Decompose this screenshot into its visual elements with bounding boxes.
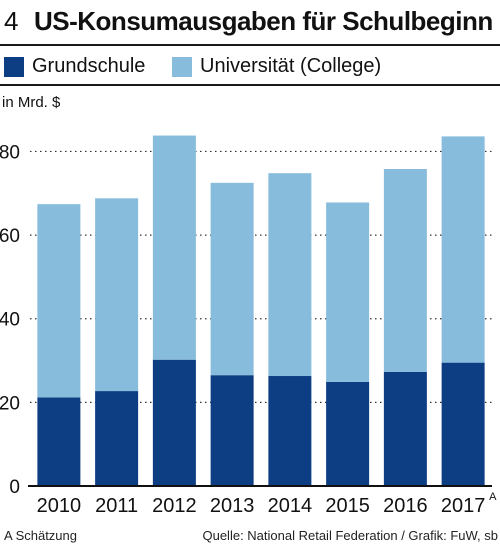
bar-2010-grundschule bbox=[37, 397, 81, 486]
bar-2014-college bbox=[268, 173, 312, 377]
legend-label-college: Universität (College) bbox=[200, 55, 382, 77]
x-tick-label-2017: 2017 bbox=[441, 495, 486, 517]
bar-2012-grundschule bbox=[152, 359, 196, 486]
y-tick-label-20: 20 bbox=[0, 393, 20, 414]
bar-2010-college bbox=[37, 204, 81, 398]
bar-2011-college bbox=[95, 198, 139, 392]
y-tick-label-40: 40 bbox=[0, 310, 20, 331]
bar-2011-grundschule bbox=[95, 391, 139, 486]
x-tick-label-2010: 2010 bbox=[37, 495, 82, 517]
footnote: A Schätzung bbox=[4, 528, 77, 543]
y-axis-unit-label: in Mrd. $ bbox=[2, 94, 61, 111]
bar-2012-college bbox=[152, 135, 196, 360]
source-credit: Quelle: National Retail Federation / Gra… bbox=[202, 528, 498, 543]
bar-2017-grundschule bbox=[441, 362, 485, 486]
x-tick-label-2013: 2013 bbox=[210, 495, 255, 517]
bar-2015-college bbox=[326, 202, 370, 382]
chart-title: US-Konsumausgaben für Schulbeginn bbox=[34, 6, 493, 36]
header-divider bbox=[0, 44, 500, 46]
legend-divider bbox=[0, 84, 500, 86]
legend-item-college: Universität (College) bbox=[172, 55, 381, 78]
bar-2017-college bbox=[441, 136, 485, 363]
x-tick-label-2011: 2011 bbox=[95, 495, 138, 517]
bar-2013-grundschule bbox=[210, 375, 254, 486]
figure-number: 4 bbox=[4, 6, 19, 36]
chart-footer: A Schätzung Quelle: National Retail Fede… bbox=[0, 528, 500, 548]
x-tick-label-2014: 2014 bbox=[268, 495, 313, 517]
y-tick-label-80: 80 bbox=[0, 142, 20, 163]
chart-header: 4 US-Konsumausgaben für Schulbeginn bbox=[0, 0, 500, 44]
x-tick-label-2015: 2015 bbox=[325, 495, 370, 517]
legend-label-grundschule: Grundschule bbox=[32, 55, 146, 77]
legend-swatch-grundschule bbox=[4, 56, 24, 77]
legend: Grundschule Universität (College) bbox=[0, 46, 500, 84]
legend-swatch-college bbox=[172, 56, 192, 77]
bar-2013-college bbox=[210, 182, 254, 376]
x-tick-label-2012: 2012 bbox=[152, 495, 197, 517]
x-tick-label-2016: 2016 bbox=[383, 495, 428, 517]
bar-2016-grundschule bbox=[383, 371, 427, 486]
bar-2014-grundschule bbox=[268, 376, 312, 486]
bar-2015-grundschule bbox=[326, 381, 370, 486]
legend-item-grundschule: Grundschule bbox=[4, 55, 145, 78]
bar-2016-college bbox=[383, 169, 427, 372]
x-tick-superscript-2017: A bbox=[489, 491, 497, 503]
y-tick-label-0: 0 bbox=[9, 477, 20, 498]
y-tick-label-60: 60 bbox=[0, 226, 20, 247]
